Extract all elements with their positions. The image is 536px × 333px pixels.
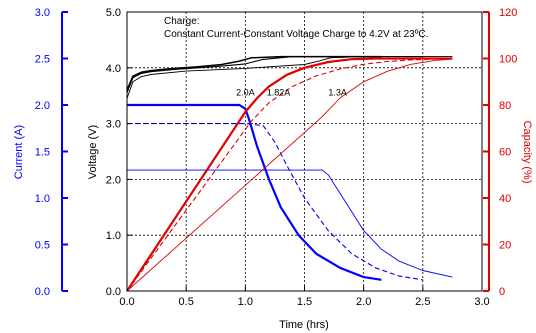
voltage-tick-label: 5.0 [106, 7, 121, 19]
current-tick-label: 0.0 [35, 286, 50, 298]
current-curve-1-82A [127, 123, 423, 281]
x-tick-label: 1.0 [238, 296, 253, 308]
capacity-tick-label: 80 [499, 100, 511, 112]
capacity-curve-1-82A [126, 57, 453, 292]
current-tick-label: 1.0 [35, 193, 50, 205]
capacity-tick-label: 0 [499, 286, 505, 298]
capacity-tick-label: 60 [499, 147, 511, 159]
x-tick-label: 0.5 [179, 296, 194, 308]
capacity-tick-label: 20 [499, 240, 511, 252]
series-group [126, 55, 453, 292]
capacity-tick-label: 40 [499, 193, 511, 205]
current-tick-label: 3.0 [35, 7, 50, 19]
x-tick-label: 2.5 [415, 296, 430, 308]
current-tick-label: 1.5 [35, 147, 50, 159]
capacity-curve-2-0A [126, 57, 453, 292]
capacity-axis-label: Capacity (%) [521, 121, 533, 184]
x-tick-label: 0.0 [119, 296, 134, 308]
voltage-axis-label: Voltage (V) [87, 125, 99, 179]
annotation-subtitle: Constant Current-Constant Voltage Charge… [164, 29, 428, 40]
current-tick-label: 2.5 [35, 54, 50, 66]
current-tick-label: 2.0 [35, 100, 50, 112]
capacity-curve-1-3A [126, 58, 453, 292]
grid [127, 12, 482, 291]
voltage-tick-label: 2.0 [106, 174, 121, 186]
x-tick-label: 2.0 [356, 296, 371, 308]
x-tick-label: 3.0 [474, 296, 489, 308]
capacity-tick-label: 120 [499, 7, 517, 19]
current-curve-2-0A [127, 103, 382, 281]
voltage-tick-label: 0.0 [106, 286, 121, 298]
annotation-title: Charge: [164, 16, 200, 27]
voltage-curve-1-3A [126, 56, 453, 99]
voltage-tick-label: 1.0 [106, 230, 121, 242]
x-tick-label: 1.5 [297, 296, 312, 308]
current-tick-label: 0.5 [35, 240, 50, 252]
voltage-tick-label: 4.0 [106, 63, 121, 75]
rate-label: 1.82A [267, 88, 291, 98]
labels-group: 0.0 0.5 1.0 1.5 2.0 2.5 3.0 0.0 1.0 2.0 3.0 4.0 5.0 V… [13, 7, 533, 308]
rate-label: 2.0A [236, 88, 255, 98]
x-axis-label: Time (hrs) [279, 319, 329, 331]
voltage-curve-1-82A [126, 56, 423, 94]
rate-label: 1.3A [328, 88, 347, 98]
capacity-tick-label: 100 [499, 54, 517, 66]
current-axis-label: Current (A) [13, 125, 25, 179]
voltage-tick-label: 3.0 [106, 119, 121, 131]
axes-group [61, 11, 490, 292]
current-curve-1-3A [127, 169, 453, 278]
